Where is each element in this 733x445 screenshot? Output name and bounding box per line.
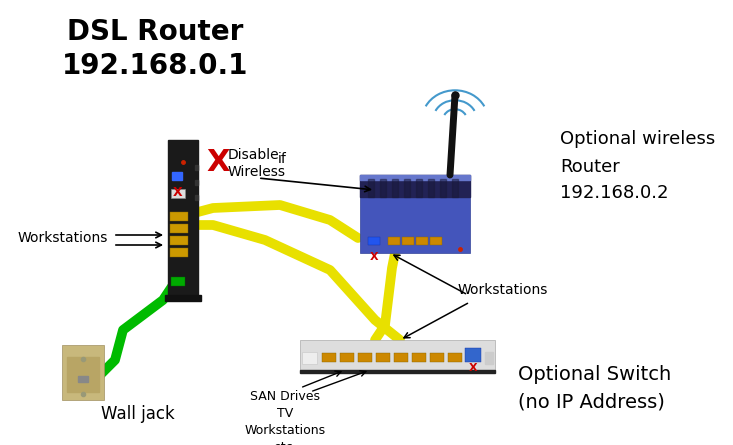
Bar [388,237,400,245]
Text: Wall jack: Wall jack [101,405,174,423]
Text: if: if [278,152,287,166]
Bar [78,376,88,382]
Bar [62,345,104,400]
Bar [170,224,188,233]
Bar [360,175,470,253]
Bar [416,179,422,197]
Bar [168,140,198,295]
Bar [485,352,493,364]
Text: X: X [369,252,378,262]
Bar [67,357,99,392]
Bar [376,353,390,362]
Bar [440,179,446,197]
Text: Workstations: Workstations [18,231,108,245]
Bar [368,237,380,245]
Text: SAN Drives
TV
Workstations
etc.: SAN Drives TV Workstations etc. [244,390,325,445]
Bar [340,353,354,362]
Bar [368,179,374,197]
Text: Optional wireless: Optional wireless [560,130,715,148]
Text: 192.168.0.2: 192.168.0.2 [560,184,668,202]
Bar [430,237,442,245]
Bar [322,353,336,362]
Bar [302,352,317,364]
Bar [195,165,198,170]
Bar [195,180,198,185]
Bar [360,175,470,180]
Text: X: X [468,363,477,373]
Text: Router: Router [560,158,619,176]
Text: DSL Router: DSL Router [67,18,243,46]
Bar [170,212,188,221]
Text: X: X [173,186,183,199]
Bar [416,237,428,245]
Bar [172,172,182,180]
Text: (no IP Address): (no IP Address) [518,392,665,411]
Bar [360,175,470,197]
Bar [448,353,462,362]
Bar [165,295,201,301]
Bar [452,179,458,197]
Bar [394,353,408,362]
Bar [404,179,410,197]
Bar [358,353,372,362]
Bar [171,189,185,198]
Bar [195,195,198,200]
Bar [170,236,188,245]
Bar [428,179,434,197]
Bar [402,237,414,245]
Text: X: X [206,148,229,177]
Bar [392,179,398,197]
Bar [171,277,185,286]
Bar [465,348,481,362]
Bar [380,179,386,197]
Text: 192.168.0.1: 192.168.0.1 [62,52,248,80]
Bar [170,248,188,257]
Text: Workstations: Workstations [458,283,548,297]
Bar [430,353,444,362]
Text: Disable
Wireless: Disable Wireless [228,148,286,179]
Bar [300,370,495,373]
Text: Optional Switch: Optional Switch [518,365,671,384]
Bar [412,353,426,362]
Bar [300,340,495,370]
